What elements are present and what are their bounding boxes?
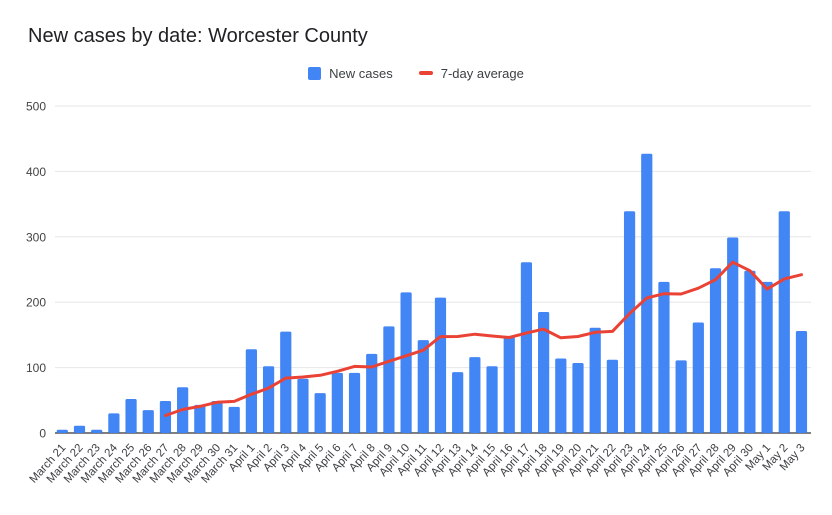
bar-march-23	[91, 429, 103, 433]
bar-may-3	[795, 330, 808, 433]
bar-april-30	[744, 270, 756, 433]
seven-day-average-swatch-icon	[418, 70, 433, 76]
bar-april-10	[400, 292, 412, 433]
bar-april-25	[658, 281, 670, 433]
y-axis-tick-label: 400	[26, 165, 46, 179]
bar-april-9	[383, 326, 395, 433]
bar-april-12	[434, 297, 447, 433]
bar-april-2	[262, 366, 275, 433]
bar-march-21	[56, 429, 68, 433]
bar-march-29	[194, 404, 206, 433]
bar-march-24	[108, 413, 120, 433]
bar-april-7	[348, 372, 361, 433]
y-axis-tick-label: 500	[26, 100, 46, 114]
y-axis-tick-label: 100	[26, 361, 46, 375]
bar-april-11	[417, 340, 429, 433]
bar-april-16	[503, 336, 515, 433]
bar-may-2	[778, 211, 790, 433]
bar-april-8	[366, 353, 378, 433]
bar-april-6	[331, 372, 343, 433]
bar-april-18	[538, 312, 550, 433]
legend-item-new-cases: New cases	[308, 66, 393, 81]
bar-march-30	[211, 400, 223, 433]
bar-april-27	[692, 322, 704, 433]
bar-march-26	[142, 410, 154, 433]
bar-april-5	[314, 393, 326, 433]
bar-may-1	[761, 281, 773, 433]
bar-april-24	[641, 153, 653, 434]
legend-label-7-day-average: 7-day average	[440, 65, 524, 81]
legend-label-new-cases: New cases	[329, 65, 393, 81]
bar-march-25	[125, 398, 137, 433]
bar-april-19	[555, 358, 567, 433]
bar-april-13	[452, 372, 464, 433]
bar-april-15	[486, 366, 498, 433]
y-axis-tick-label: 200	[26, 296, 46, 310]
bar-march-31	[228, 406, 240, 433]
y-axis-tick-label: 0	[39, 427, 46, 441]
bar-april-28	[709, 268, 722, 433]
bar-april-22	[606, 359, 618, 433]
seven-day-average-line	[163, 260, 803, 417]
new-cases-swatch-icon	[308, 66, 322, 80]
bar-april-3	[280, 331, 292, 433]
legend-item-7-day-average: 7-day average	[418, 65, 524, 81]
chart-title: New cases by date: Worcester County	[28, 25, 368, 47]
legend: New cases 7-day average	[0, 64, 832, 82]
bar-april-4	[297, 378, 309, 433]
bar-april-21	[589, 327, 601, 433]
bar-april-23	[623, 211, 636, 433]
bar-april-29	[727, 237, 739, 433]
bar-april-1	[245, 349, 257, 433]
bar-march-22	[73, 425, 86, 433]
bar-april-20	[572, 363, 584, 433]
y-axis-tick-label: 300	[26, 230, 46, 244]
bar-april-26	[675, 360, 687, 433]
bar-april-17	[520, 262, 533, 433]
bar-april-14	[469, 357, 481, 433]
